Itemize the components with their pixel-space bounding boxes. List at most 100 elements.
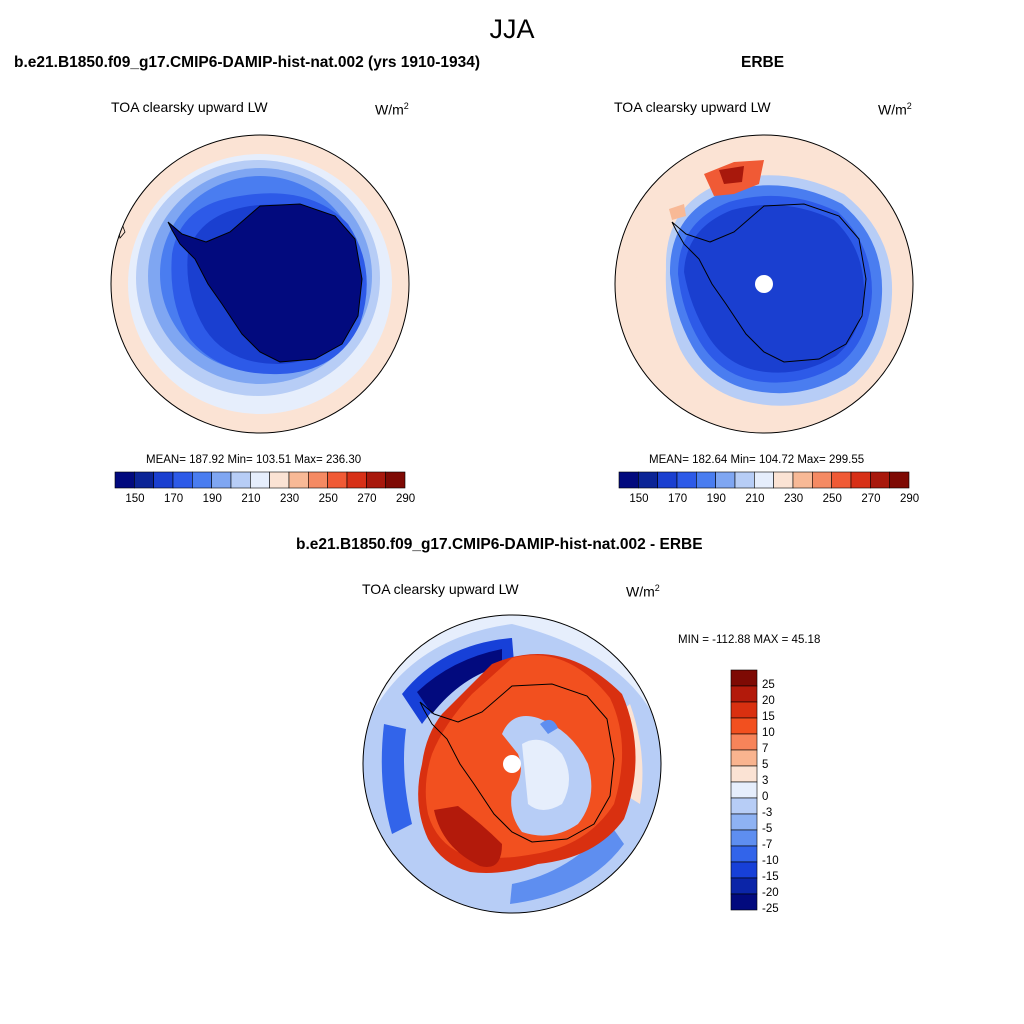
colorbar-model — [114, 471, 406, 489]
colorbar-box — [153, 471, 174, 489]
colorbar-box — [792, 471, 813, 489]
contour-band — [684, 204, 864, 373]
map-boundary — [362, 614, 662, 914]
colorbar-box — [730, 845, 758, 863]
colorbar-box — [730, 765, 758, 783]
colorbar-tick: 3 — [762, 775, 769, 787]
antarctica-coastline — [419, 683, 615, 843]
colorbar-box — [230, 471, 251, 489]
panel-diff-variable-label: TOA clearsky upward LW — [362, 581, 519, 597]
colorbar-tick: 20 — [762, 695, 775, 707]
colorbar-box — [288, 471, 309, 489]
colorbar-tick: 15 — [762, 711, 775, 723]
colorbar-box — [715, 471, 736, 489]
colorbar-box — [850, 471, 871, 489]
warm-anomaly — [669, 204, 686, 220]
colorbar-box — [730, 685, 758, 703]
colorbar-box — [730, 701, 758, 719]
colorbar-tick: 150 — [125, 493, 145, 505]
colorbar-tick: 250 — [318, 493, 338, 505]
panel-obs-units: W/m2 — [878, 101, 912, 118]
colorbar-tick: 230 — [280, 493, 300, 505]
antarctica-coastline — [671, 203, 867, 363]
colorbar-box — [870, 471, 890, 489]
panel-obs-title: ERBE — [741, 54, 785, 71]
antarctica-landmass — [168, 204, 362, 362]
polar-map-diff — [362, 614, 662, 914]
colorbar-box — [676, 471, 697, 489]
colorbar-box — [346, 471, 367, 489]
colorbar-tick: 7 — [762, 743, 769, 755]
panel-model-title: b.e21.B1850.f09_g17.CMIP6-DAMIP-hist-nat… — [14, 54, 481, 71]
panel-diff-title: b.e21.B1850.f09_g17.CMIP6-DAMIP-hist-nat… — [296, 536, 703, 553]
colorbar-diff-ticks: 25 20 15 10 7 5 3 0 -3 -5 -7 -10 -15 -20… — [762, 670, 802, 915]
polar-map-model — [110, 134, 410, 434]
colorbar-tick: -20 — [762, 887, 779, 899]
pole-hole — [755, 275, 773, 293]
colorbar-box — [211, 471, 232, 489]
colorbar-tick: 270 — [357, 493, 377, 505]
colorbar-box — [831, 471, 852, 489]
panel-obs-variable-label: TOA clearsky upward LW — [614, 99, 771, 115]
map-boundary — [110, 134, 410, 434]
colorbar-tick: -7 — [762, 839, 773, 851]
colorbar-box — [385, 471, 406, 489]
colorbar-tick: -10 — [762, 855, 779, 867]
colorbar-box — [366, 471, 386, 489]
colorbar-box — [327, 471, 348, 489]
colorbar-tick: 25 — [762, 679, 775, 691]
panel-diff-stats: MIN = -112.88 MAX = 45.18 — [678, 634, 821, 646]
colorbar-tick: 290 — [396, 493, 416, 505]
colorbar-box — [638, 471, 658, 489]
panel-model-stats: MEAN= 187.92 Min= 103.51 Max= 236.30 — [146, 454, 362, 466]
colorbar-tick: 170 — [164, 493, 184, 505]
figure-title: JJA — [489, 14, 535, 44]
colorbar-tick: -15 — [762, 871, 779, 883]
colorbar-box — [269, 471, 290, 489]
colorbar-tick: -5 — [762, 823, 773, 835]
colorbar-box — [192, 471, 212, 489]
colorbar-obs-ticks: 150 170 190 210 230 250 270 290 — [619, 493, 919, 507]
colorbar-box — [618, 471, 639, 489]
colorbar-box — [730, 813, 758, 831]
colorbar-box — [730, 877, 758, 895]
panel-model-variable-label: TOA clearsky upward LW — [111, 99, 268, 115]
polar-map-obs — [614, 134, 914, 434]
colorbar-diff — [730, 669, 758, 911]
colorbar-tick: 230 — [784, 493, 804, 505]
contour-band — [381, 724, 412, 834]
colorbar-box — [730, 829, 758, 847]
colorbar-tick: -3 — [762, 807, 773, 819]
colorbar-box — [734, 471, 755, 489]
warm-anomaly — [719, 166, 744, 184]
colorbar-box — [730, 669, 758, 687]
pole-hole — [503, 755, 521, 773]
colorbar-box — [657, 471, 678, 489]
map-boundary — [614, 134, 914, 434]
colorbar-box — [114, 471, 135, 489]
colorbar-tick: 210 — [745, 493, 765, 505]
colorbar-tick: 170 — [668, 493, 688, 505]
colorbar-box — [134, 471, 154, 489]
colorbar-box — [812, 471, 832, 489]
panel-model-units: W/m2 — [375, 101, 409, 118]
colorbar-tick: 5 — [762, 759, 769, 771]
colorbar-box — [730, 781, 758, 799]
antarctica-coastline — [167, 203, 363, 363]
colorbar-box — [730, 797, 758, 815]
colorbar-tick: 250 — [822, 493, 842, 505]
colorbar-tick: 210 — [241, 493, 261, 505]
colorbar-tick: 0 — [762, 791, 769, 803]
colorbar-tick: 190 — [202, 493, 222, 505]
contour-band — [417, 649, 502, 714]
contour-band — [363, 615, 661, 734]
colorbar-tick: 190 — [706, 493, 726, 505]
colorbar-box — [172, 471, 193, 489]
colorbar-tick: 10 — [762, 727, 775, 739]
colorbar-tick: 290 — [900, 493, 920, 505]
warm-region — [434, 806, 502, 868]
panel-obs-stats: MEAN= 182.64 Min= 104.72 Max= 299.55 — [649, 454, 865, 466]
panel-diff-units: W/m2 — [626, 583, 660, 600]
cool-region — [522, 739, 569, 810]
colorbar-box — [730, 733, 758, 751]
